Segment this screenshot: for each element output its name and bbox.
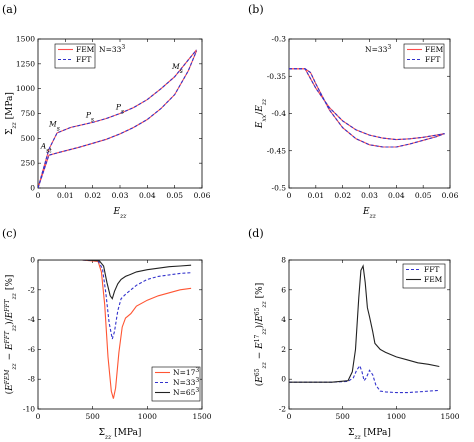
x-tick-label: 0.01 — [307, 191, 324, 200]
x-tick-label: 0.01 — [57, 191, 74, 200]
y-tick-label: 250 — [21, 159, 36, 168]
y-tick-label: -4 — [28, 315, 36, 324]
y-tick-label: 8 — [281, 256, 286, 265]
x-tick-label: 0.02 — [84, 191, 101, 200]
y-tick-label: -2 — [279, 405, 287, 414]
point-label: Ps — [85, 110, 94, 123]
series-line-fem — [289, 68, 445, 148]
legend-label: N=333 — [173, 377, 199, 388]
x-tick-label: 0.06 — [442, 191, 459, 200]
y-tick-label: -0.3 — [272, 35, 287, 44]
y-tick-label: 4 — [281, 315, 286, 324]
plot-frame — [37, 259, 203, 410]
y-axis-label: Exx/Ezz — [255, 98, 268, 129]
point-label: Ps — [115, 103, 124, 116]
series-line-fft — [289, 68, 445, 141]
x-tick-label: 0.02 — [334, 191, 351, 200]
legend — [403, 43, 445, 69]
x-axis-label: Ezz — [362, 207, 377, 220]
y-tick-label: 0 — [30, 184, 35, 193]
x-tick-label: 1500 — [440, 412, 459, 421]
x-tick-label: 0.04 — [139, 191, 156, 200]
series-line-fft — [289, 68, 445, 148]
x-tick-label: 0.03 — [361, 191, 378, 200]
x-tick-label: 1000 — [138, 412, 157, 421]
x-tick-label: 0.05 — [166, 191, 183, 200]
legend-label: FFT — [424, 265, 439, 274]
y-tick-label: -6 — [28, 345, 36, 354]
x-tick-label: 500 — [336, 412, 351, 421]
x-tick-label: 0.04 — [388, 191, 405, 200]
y-tick-label: -0.4 — [272, 109, 287, 118]
panel-b: 0 0.01 0.02 0.03 0.04 0.05 0.06 -0.5 -0.45 -0.4 -0… — [255, 35, 459, 220]
y-tick-label: -2 — [28, 285, 36, 294]
y-axis-label: Σzz [MPa] — [5, 92, 18, 135]
annotation-n: N=333 — [99, 44, 125, 55]
legend-label: FFT — [76, 55, 91, 64]
annotation-n: N=333 — [365, 44, 391, 55]
x-tick-label: 0 — [287, 412, 292, 421]
panel-a: 0 0.01 0.02 0.03 0.04 0.05 0.06 0 250 500 750 1000 1… — [5, 35, 211, 220]
x-axis-label: Ezz — [113, 207, 128, 220]
series-line-n17 — [38, 260, 192, 399]
y-axis-label: (E65zz − E17zz)/E65zz [%] — [254, 283, 268, 386]
y-tick-label: 1500 — [16, 35, 35, 44]
y-tick-label: 500 — [21, 134, 36, 143]
point-label: Ms — [48, 119, 60, 132]
series-line-n65 — [38, 260, 192, 300]
x-tick-label: 500 — [86, 412, 101, 421]
legend-label: N=173 — [173, 367, 199, 378]
y-tick-label: 6 — [281, 285, 286, 294]
y-axis-label: (EFEMzz − EFFTzz)/EFFTzz [%] — [4, 275, 18, 395]
series-line-fem — [289, 68, 445, 141]
y-tick-label: 750 — [21, 109, 36, 118]
y-tick-label: 2 — [281, 345, 286, 354]
y-tick-label: -8 — [28, 375, 36, 384]
legend — [402, 263, 446, 289]
y-tick-label: 1250 — [16, 59, 35, 68]
panel-label-c: (c) — [2, 227, 17, 240]
series-line-fft — [289, 364, 440, 394]
legend — [54, 43, 96, 69]
y-tick-label: 1000 — [16, 84, 35, 93]
y-tick-label: -0.5 — [272, 184, 287, 193]
x-axis-label: Σzz [MPa] — [99, 428, 142, 441]
series-line-fft — [38, 50, 198, 188]
y-tick-label: 0 — [30, 256, 35, 265]
legend-label: FEM — [76, 45, 95, 54]
x-tick-label: 0.03 — [112, 191, 129, 200]
plot-frame — [288, 259, 451, 410]
legend-label: FEM — [425, 45, 444, 54]
x-tick-label: 1500 — [192, 412, 211, 421]
series-line-fem — [289, 264, 440, 383]
y-tick-label: 0 — [281, 375, 286, 384]
series-line-n33 — [38, 260, 192, 340]
point-label: Ms — [171, 62, 183, 75]
x-tick-label: 0 — [36, 191, 41, 200]
panel-label-a: (a) — [2, 3, 17, 16]
series-line-fem — [38, 50, 198, 188]
point-label: Ast — [40, 141, 53, 154]
x-tick-label: 0 — [36, 412, 41, 421]
y-tick-label: -0.45 — [267, 146, 286, 155]
x-tick-label: 0.06 — [194, 191, 211, 200]
legend-label: FFT — [425, 55, 440, 64]
panel-label-d: (d) — [248, 227, 264, 240]
y-tick-label: -10 — [23, 405, 35, 414]
y-tick-label: -0.35 — [267, 72, 286, 81]
x-tick-label: 1000 — [387, 412, 406, 421]
panel-c: 0 500 1000 1500 -10 -8 -6 -4 -2 0 Σzz [MPa] (EFEMzz… — [4, 256, 212, 441]
panel-label-b: (b) — [248, 3, 264, 16]
x-tick-label: 0 — [287, 191, 292, 200]
legend-label: N=653 — [173, 387, 199, 398]
x-axis-label: Σzz [MPa] — [348, 428, 391, 441]
series-line-fft — [38, 49, 197, 188]
legend-label: FEM — [424, 275, 443, 284]
x-tick-label: 0.05 — [415, 191, 432, 200]
